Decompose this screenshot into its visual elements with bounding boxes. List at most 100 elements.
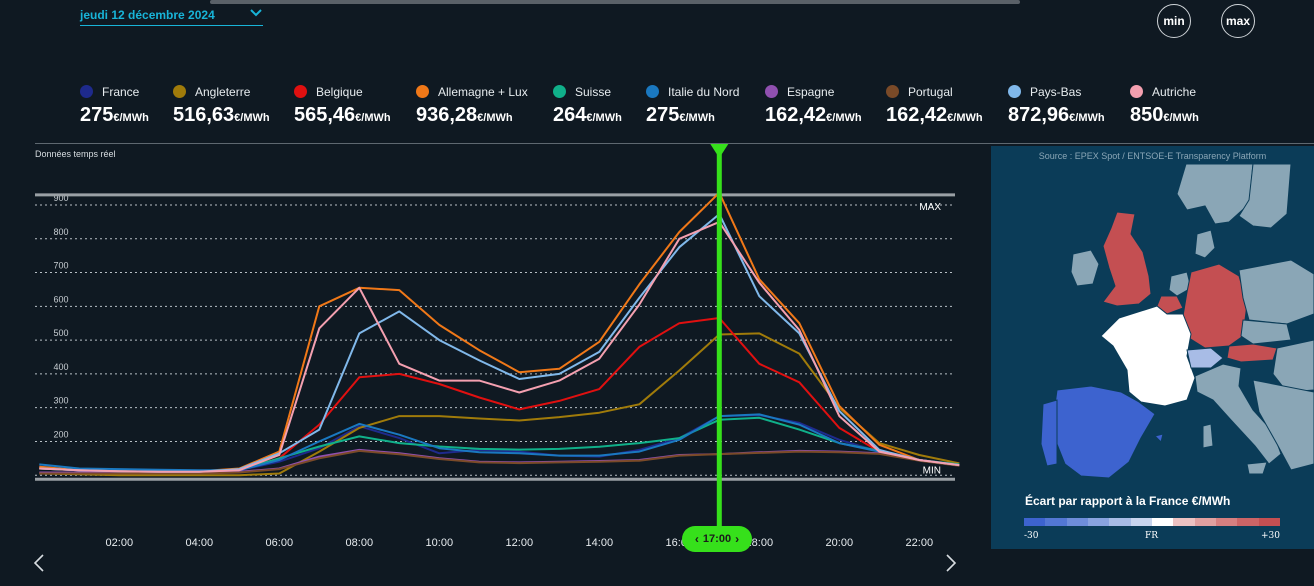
scale-swatch [1215,518,1238,526]
chevron-left-icon: ‹ [694,532,699,546]
scale-swatch [1173,518,1195,526]
price-unit: €/MWh [1069,112,1105,124]
scale-swatch [1151,518,1174,526]
chevron-right-icon: › [735,532,740,546]
legend-dot [80,85,93,98]
map-region-germany [1182,263,1248,349]
legend-name: Pays-Bas [1030,85,1082,99]
legend-name: Autriche [1152,85,1197,99]
y-tick-label: 500 [53,328,68,338]
price-unit: €/MWh [826,112,862,124]
map-region-great-britain [1102,211,1152,307]
europe-map[interactable] [991,164,1314,499]
legend-name: Suisse [575,85,612,99]
scale-swatch [1258,518,1280,526]
map-region-portugal [1040,399,1058,467]
x-tick-label: 12:00 [506,537,534,549]
scale-min-label: -30 [1024,531,1039,541]
price-unit: €/MWh [113,112,149,124]
header-divider [35,143,1314,144]
map-region-poland [1238,259,1314,325]
map-region-netherlands [1168,271,1192,297]
top-scrollbar[interactable] [0,0,1314,4]
x-tick-label: 14:00 [586,537,614,549]
legend-name: Allemagne + Lux [438,85,528,99]
price-unit: €/MWh [586,112,622,124]
chevron-right-icon [946,554,957,572]
scale-swatch [1024,518,1046,526]
y-tick-label: 300 [53,396,68,406]
legend-dot [173,85,186,98]
map-region-italy [1194,363,1282,465]
scale-swatch [1194,518,1216,526]
scale-swatch [1130,518,1152,526]
x-tick-label: 10:00 [426,537,454,549]
color-scale [1024,518,1280,526]
legend-price: 275€/MWh [646,104,715,127]
legend-dot [646,85,659,98]
map-region-balearic [1154,433,1164,443]
prev-day-button[interactable] [32,553,46,573]
map-region-france [1100,305,1196,407]
legend-name: France [102,85,140,99]
legend-name: Angleterre [195,85,251,99]
map-region-sicily [1246,461,1268,475]
scale-mid-label: FR [1145,531,1159,541]
price-value: 275 [80,104,114,126]
legend-price: 264€/MWh [553,104,622,127]
price-unit: €/MWh [947,112,983,124]
price-value: 516,63 [173,104,235,126]
x-tick-label: 06:00 [266,537,294,549]
series-line-portugal [39,449,960,475]
map-region-czechia [1240,319,1292,345]
legend-name: Portugal [908,85,953,99]
x-tick-label: 04:00 [186,537,214,549]
chart-note: Données temps réel [35,149,116,159]
legend-name: Espagne [787,85,835,99]
europe-map-panel: Source : EPEX Spot / ENTSOE-E Transparen… [991,146,1314,549]
y-tick-label: 700 [53,261,68,271]
scale-swatch [1087,518,1110,526]
legend-dot [294,85,307,98]
x-tick-label: 18:00 [746,537,774,549]
price-unit: €/MWh [477,112,513,124]
map-region-sweden-finland [1238,164,1292,229]
series-line-autriche [39,220,960,473]
x-tick-label: 20:00 [826,537,854,549]
legend-dot [886,85,899,98]
price-unit: €/MWh [1163,112,1199,124]
y-tick-label: 400 [53,362,68,372]
legend-price: 936,28€/MWh [416,104,513,127]
cursor-time-label: 17:00 [702,533,732,545]
price-value: 936,28 [416,104,478,126]
scrollbar-thumb[interactable] [210,0,1020,4]
next-day-button[interactable] [944,553,958,573]
y-tick-label: 900 [53,193,68,203]
max-button-label: max [1225,14,1251,28]
legend-dot [1008,85,1021,98]
price-value: 162,42 [886,104,948,126]
legend-dot [1130,85,1143,98]
legend-name: Belgique [316,85,363,99]
y-tick-label: 200 [53,429,68,439]
price-value: 872,96 [1008,104,1070,126]
min-button-label: min [1163,14,1185,28]
map-region-hungary-romania [1272,339,1314,393]
map-source: Source : EPEX Spot / ENTSOE-E Transparen… [1038,151,1267,161]
series-line-allemagne-lux [39,191,960,473]
price-value: 162,42 [765,104,827,126]
scale-max-label: +30 [1261,531,1280,541]
series-line-italie-du-nord [39,413,960,472]
min-button[interactable]: min [1157,4,1191,38]
legend-dot [416,85,429,98]
date-label: jeudi 12 décembre 2024 [80,8,215,22]
x-tick-label: 02:00 [106,537,134,549]
scale-swatch [1237,518,1259,526]
time-cursor-handle[interactable]: ‹ 17:00 › [682,526,752,552]
price-value: 264 [553,104,587,126]
map-region-belgium [1156,295,1184,315]
date-dropdown[interactable]: jeudi 12 décembre 2024 [80,6,263,26]
legend-dot [765,85,778,98]
legend-price: 275€/MWh [80,104,149,127]
max-button[interactable]: max [1221,4,1255,38]
